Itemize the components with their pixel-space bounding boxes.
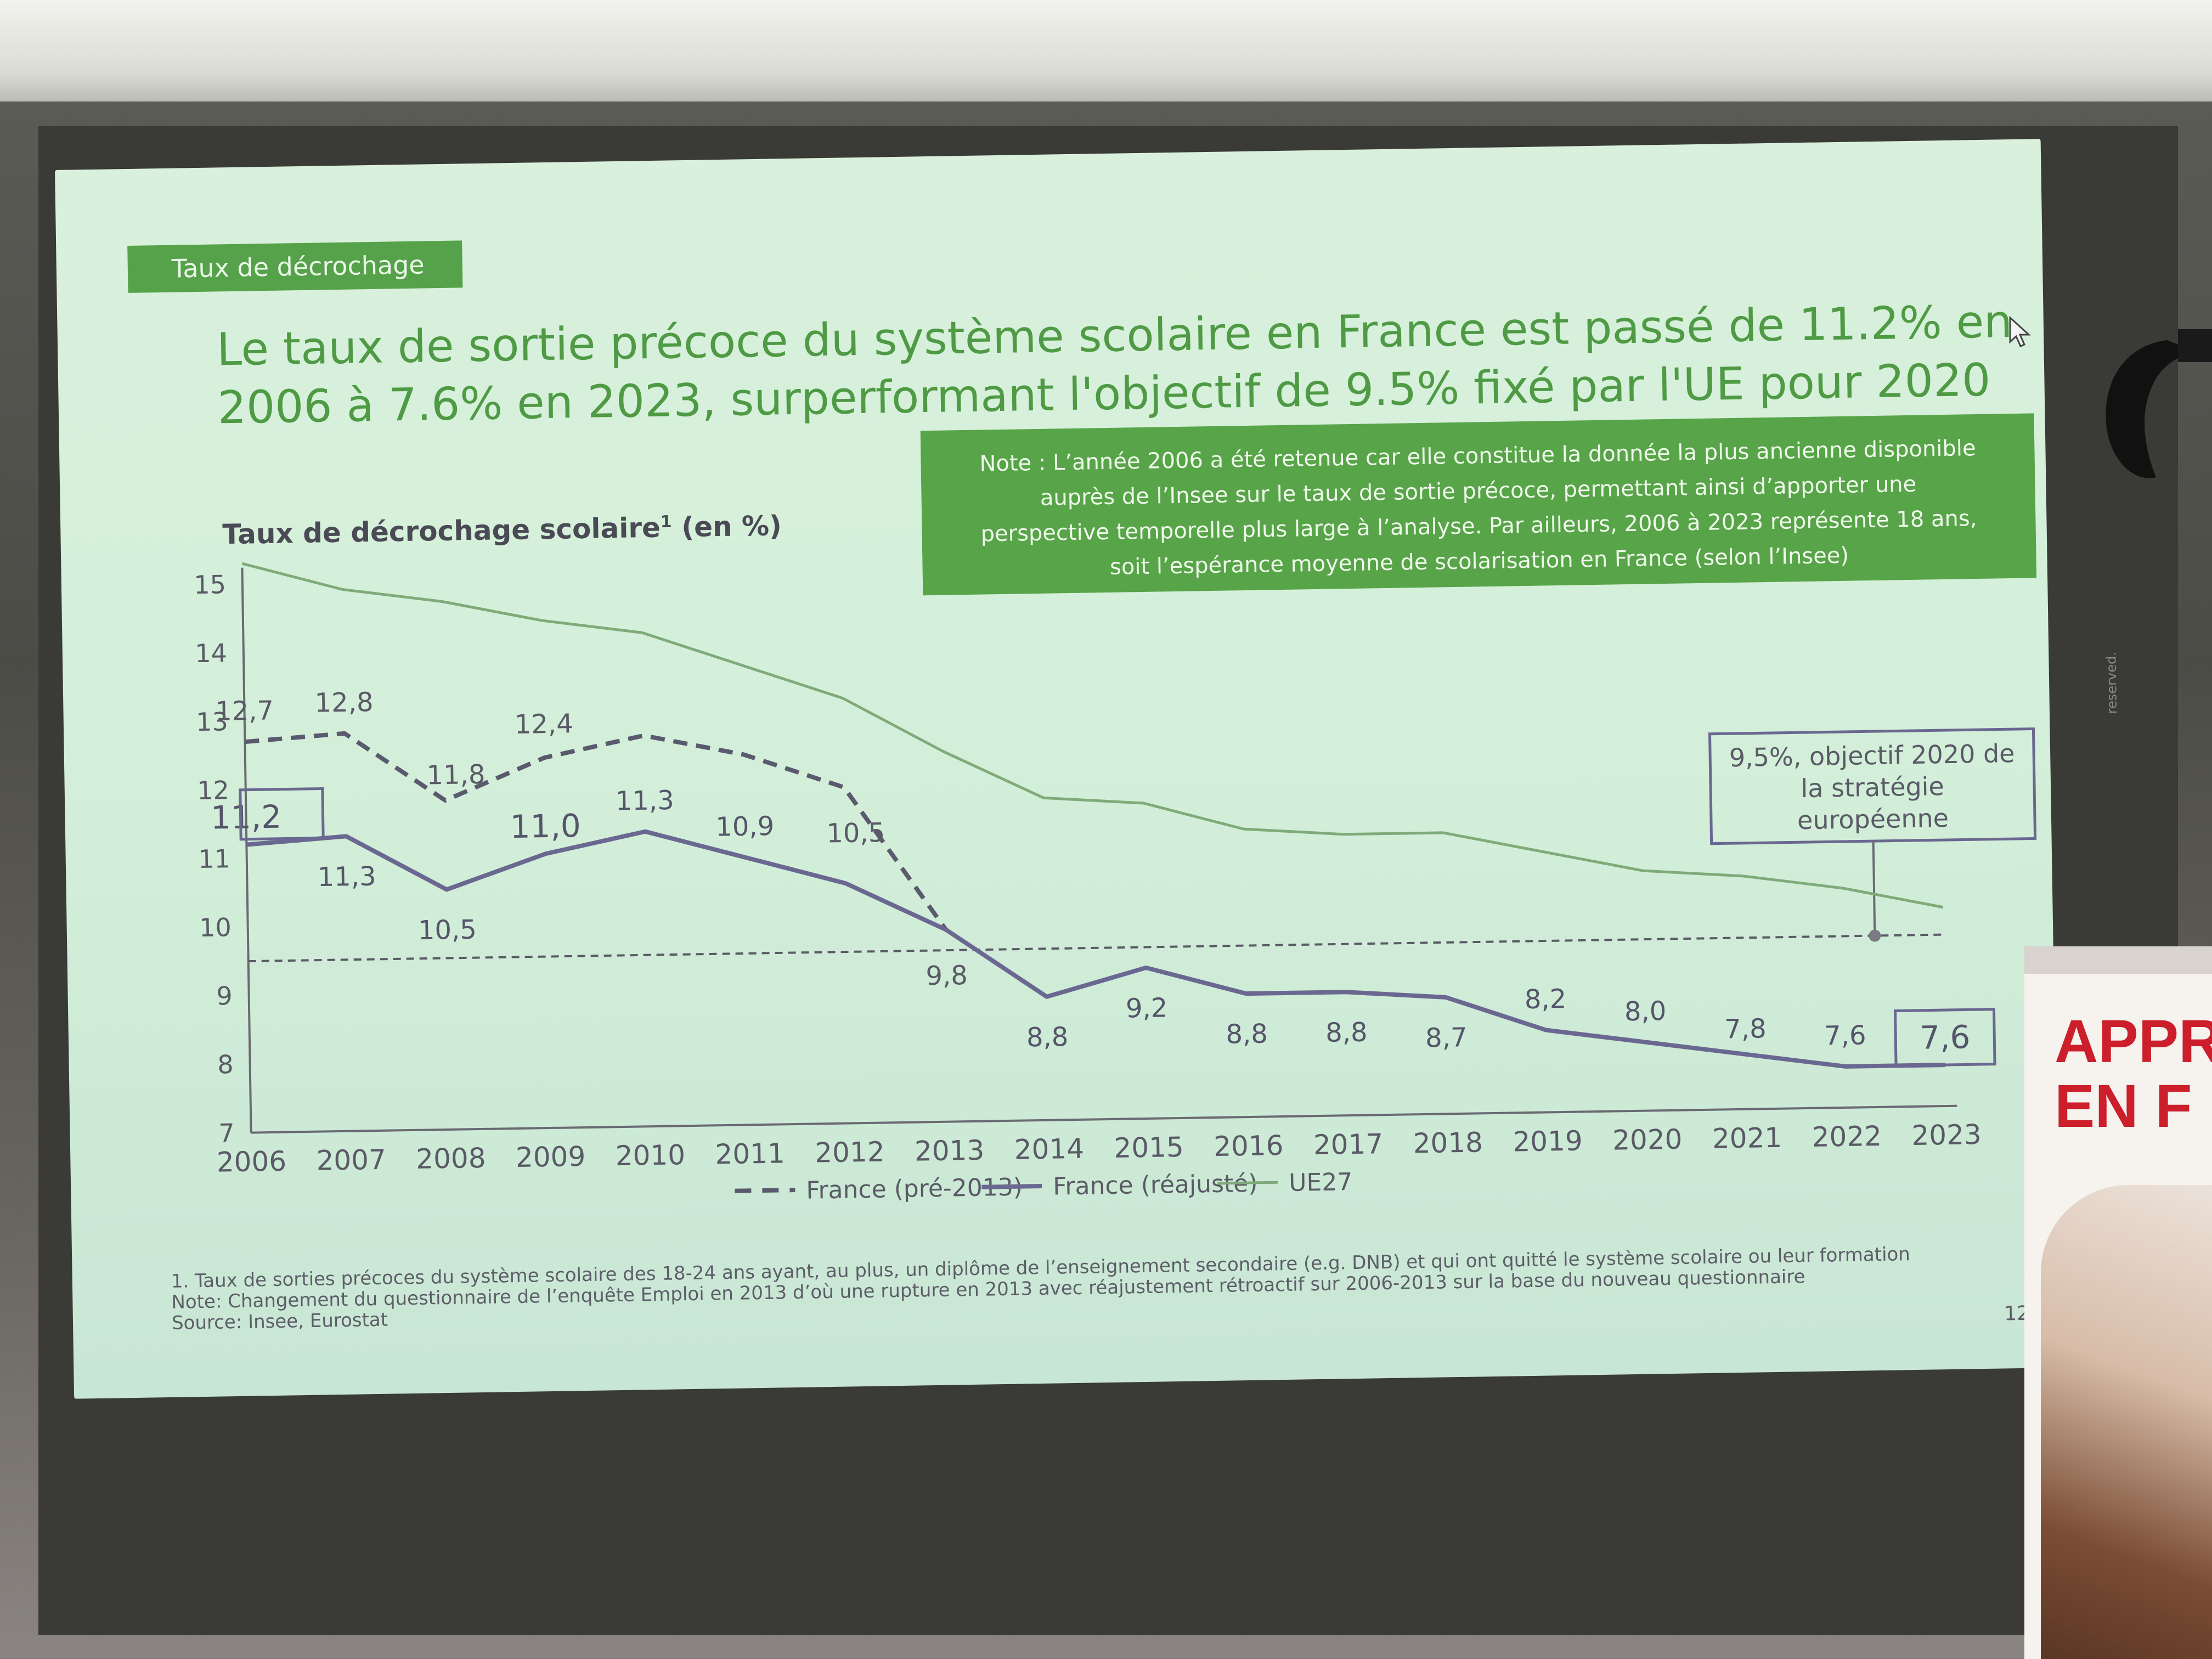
x-tick-label: 2017 [1313, 1128, 1384, 1161]
data-label-reajuste: 8,2 [1524, 984, 1566, 1015]
data-label-reajuste: 8,8 [1226, 1018, 1268, 1049]
objective-callout-text: la stratégie [1801, 771, 1944, 803]
data-label-pre2013: 10,5 [826, 817, 885, 849]
y-tick-label: 10 [199, 912, 232, 943]
legend-label-1: France (réajusté) [1053, 1170, 1258, 1201]
x-tick-label: 2013 [915, 1135, 985, 1167]
objective-callout-connector [1872, 841, 1876, 936]
data-label-reajuste: 11,0 [510, 807, 581, 845]
y-axis [241, 567, 252, 1133]
data-label-reajuste: 8,0 [1624, 996, 1667, 1027]
data-label-reajuste: 11,2 [210, 798, 281, 837]
data-label-junction-2013: 9,8 [926, 960, 968, 991]
objective-callout-point [1869, 929, 1881, 942]
y-tick-label: 9 [216, 981, 233, 1011]
slide: Taux de décrochage Le taux de sortie pré… [55, 139, 2120, 1399]
data-label-reajuste: 9,2 [1126, 992, 1168, 1024]
objective-callout-text: 9,5%, objectif 2020 de [1729, 738, 2015, 772]
legend-label-2: UE27 [1289, 1168, 1353, 1197]
series-line-1 [246, 829, 1946, 1069]
x-tick-label: 2011 [715, 1137, 785, 1170]
x-tick-label: 2009 [516, 1141, 586, 1173]
x-tick-label: 2016 [1214, 1130, 1284, 1163]
series-line-0 [245, 731, 948, 931]
y-tick-label: 15 [194, 569, 226, 600]
data-label-pre2013: 12,4 [514, 708, 573, 740]
data-label-pre2013: 12,7 [215, 695, 274, 727]
x-tick-label: 2006 [216, 1146, 286, 1178]
data-label-reajuste: 7,6 [1824, 1020, 1866, 1051]
y-tick-label: 8 [217, 1049, 234, 1079]
y-tick-label: 14 [195, 638, 227, 668]
x-tick-label: 2010 [615, 1139, 685, 1172]
x-tick-label: 2012 [815, 1136, 885, 1169]
data-label-reajuste: 10,5 [418, 915, 477, 946]
x-tick-label: 2018 [1413, 1126, 1483, 1159]
data-label-reajuste: 11,3 [317, 861, 376, 893]
x-tick-label: 2015 [1114, 1131, 1184, 1164]
y-tick-label: 7 [218, 1118, 235, 1148]
y-tick-label: 11 [198, 844, 230, 874]
legend-swatch-1 [981, 1183, 1042, 1189]
rollup-banner-line-2: EN F [2055, 1073, 2192, 1140]
data-label-reajuste: 10,9 [715, 811, 775, 843]
x-tick-label: 2007 [316, 1144, 386, 1177]
data-label-reajuste: 11,3 [615, 785, 674, 817]
data-label-reajuste: 7,8 [1724, 1013, 1767, 1045]
x-tick-label: 2014 [1014, 1133, 1084, 1166]
highlight-box-end [1893, 1008, 1996, 1068]
x-tick-label: 2021 [1712, 1122, 1782, 1155]
data-label-reajuste: 7,6 [1920, 1018, 1971, 1056]
highlight-box-start [239, 787, 325, 841]
x-tick-label: 2022 [1812, 1120, 1882, 1153]
series-line-2 [241, 562, 1943, 909]
data-label-pre2013: 12,8 [314, 687, 374, 719]
y-tick-label: 12 [197, 775, 229, 805]
objective-callout-text: européenne [1797, 803, 1949, 835]
legend-swatch-0 [735, 1188, 795, 1193]
x-axis [251, 1104, 1957, 1134]
rollup-banner-top [2024, 946, 2212, 974]
line-chart: 7 8 9 10 11 12 13 14 15 2006 2007 2008 2009 2010 2011 2… [194, 562, 2037, 1205]
rollup-banner-photo [2041, 1185, 2212, 1659]
x-tick-label: 2019 [1513, 1125, 1583, 1158]
data-label-reajuste: 8,8 [1026, 1022, 1069, 1053]
data-label-pre2013: 11,8 [426, 759, 486, 791]
microphone-clip-icon [2106, 329, 2212, 478]
mouse-cursor-icon [2009, 315, 2031, 347]
data-label-reajuste: 8,7 [1425, 1022, 1468, 1053]
x-tick-label: 2008 [416, 1142, 486, 1175]
reference-line-objective [248, 933, 1944, 963]
data-label-reajuste: 8,8 [1325, 1017, 1368, 1048]
legend-swatch-2 [1217, 1181, 1278, 1185]
reserved-mark: reserved. [2103, 651, 2120, 714]
ceiling [0, 0, 2212, 101]
x-tick-label: 2020 [1612, 1124, 1683, 1156]
y-tick-label: 13 [196, 707, 228, 737]
x-tick-label: 2023 [1911, 1119, 1982, 1152]
